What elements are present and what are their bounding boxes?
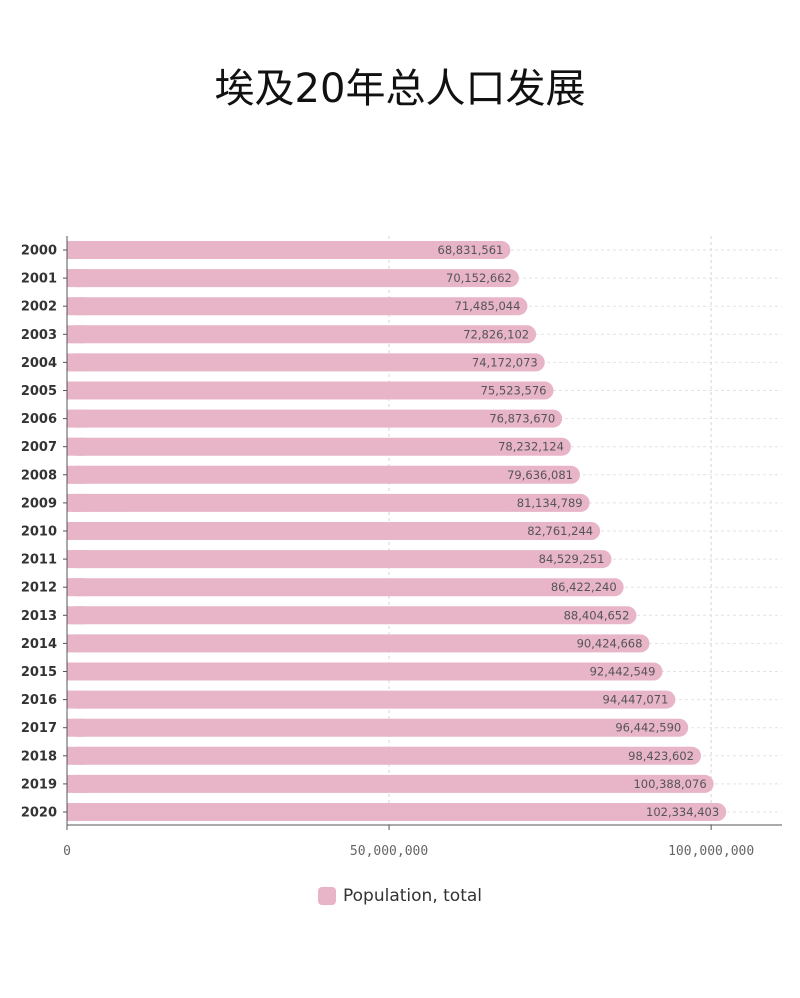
data-label: 84,529,251 [539,552,605,566]
data-label: 94,447,071 [603,693,669,707]
category-label: 2008 [21,468,57,483]
data-label: 72,826,102 [463,327,529,341]
bar[interactable] [67,297,528,316]
category-label: 2000 [21,244,57,259]
bar[interactable] [67,690,676,709]
category-label: 2003 [21,328,57,343]
bar-left-cap [67,718,85,737]
x-tick-label: 50,000,000 [350,844,428,859]
bar-left-cap [67,353,85,372]
bar[interactable] [67,522,601,540]
bar-left-cap [67,465,85,484]
data-label: 75,523,576 [481,384,547,398]
bar-left-cap [67,662,85,681]
category-label: 2020 [21,806,57,821]
category-label: 2014 [21,637,57,652]
category-label: 2010 [21,525,57,540]
legend-swatch [318,887,336,905]
bar-left-cap [67,550,85,569]
data-label: 102,334,403 [646,805,719,819]
category-label: 2007 [21,440,57,455]
data-label: 70,152,662 [446,271,512,285]
bar-left-cap [67,381,85,400]
data-label: 81,134,789 [517,496,583,510]
data-label: 71,485,044 [455,299,521,313]
data-label: 90,424,668 [577,636,643,650]
category-label: 2019 [21,777,57,792]
bar[interactable] [67,493,590,512]
data-label: 78,232,124 [498,440,564,454]
data-label: 76,873,670 [489,412,555,426]
bar-left-cap [67,241,85,259]
bar-left-cap [67,578,85,597]
bar-left-cap [67,409,85,428]
bar-left-cap [67,746,85,765]
bar-left-cap [67,774,85,793]
bar[interactable] [67,578,624,597]
data-label: 98,423,602 [628,749,694,763]
category-label: 2016 [21,693,57,708]
bar[interactable] [67,465,580,484]
data-label: 82,761,244 [527,524,593,538]
bar-left-cap [67,803,85,821]
category-label: 2017 [21,721,57,736]
bar[interactable] [67,803,727,821]
data-label: 68,831,561 [438,243,504,257]
data-label: 79,636,081 [507,468,573,482]
bar-left-cap [67,325,85,344]
legend-label: Population, total [343,886,482,906]
category-label: 2009 [21,496,57,511]
data-label: 86,422,240 [551,580,617,594]
data-label: 96,442,590 [615,721,681,735]
category-label: 2005 [21,384,57,399]
data-label: 74,172,073 [472,355,538,369]
bar-left-cap [67,269,85,288]
bar[interactable] [67,606,637,625]
category-label: 2013 [21,609,57,624]
bar-left-cap [67,437,85,456]
data-label: 92,442,549 [590,665,656,679]
category-label: 2004 [21,356,57,371]
bar[interactable] [67,662,663,681]
bar[interactable] [67,269,519,288]
axes: 0 50,000,000 100,000,000 [63,236,782,859]
bar[interactable] [67,718,689,737]
legend: Population, total [0,886,800,906]
bar-left-cap [67,690,85,709]
category-label: 2015 [21,665,57,680]
data-label: 100,388,076 [633,777,706,791]
category-label: 2018 [21,749,57,764]
bar-left-cap [67,634,85,653]
x-tick-label: 100,000,000 [668,844,754,859]
bar[interactable] [67,437,571,456]
x-tick-label: 0 [63,844,71,859]
bar-left-cap [67,297,85,316]
bar-left-cap [67,493,85,512]
bar[interactable] [67,746,701,765]
bar[interactable] [67,325,537,344]
bars: 2000 68,831,561 2001 70,152,662 2002 71,485,0… [21,241,727,821]
chart-title: 埃及20年总人口发展 [214,66,586,112]
bar[interactable] [67,774,714,793]
bar[interactable] [67,241,511,259]
category-label: 2001 [21,272,57,287]
bar[interactable] [67,550,612,569]
category-label: 2002 [21,300,57,315]
category-label: 2011 [21,553,57,568]
bar[interactable] [67,409,563,428]
category-label: 2006 [21,412,57,427]
data-label: 88,404,652 [564,608,630,622]
bar[interactable] [67,381,554,400]
bar[interactable] [67,353,545,372]
bar[interactable] [67,634,650,653]
bar-left-cap [67,606,85,625]
category-label: 2012 [21,581,57,596]
bar-left-cap [67,522,85,540]
